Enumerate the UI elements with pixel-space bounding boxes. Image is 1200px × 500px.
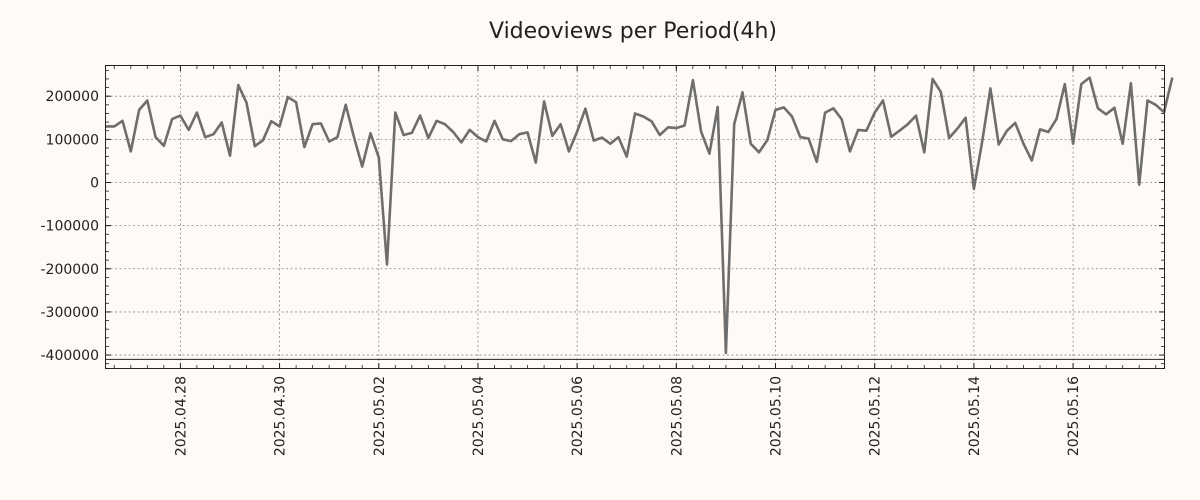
series-group <box>106 76 1174 355</box>
chart-title: Videoviews per Period(4h) <box>489 19 777 44</box>
series-line-videoviews <box>106 76 1174 355</box>
y-tick-label: 0 <box>90 175 99 191</box>
x-tick-label: 2025.05.04 <box>471 376 487 456</box>
grid-lines <box>106 66 1164 368</box>
axis-ticks <box>106 66 1164 368</box>
y-tick-label: -300000 <box>41 305 100 321</box>
y-tick-label: -100000 <box>41 219 100 235</box>
y-tick-label: -200000 <box>41 262 100 278</box>
y-axis-labels: 200000 100000 0 -100000 -200000 -300000 -40000… <box>41 89 100 364</box>
x-axis-labels: 2025.04.28 2025.04.30 2025.05.02 2025.05.04… <box>173 376 1082 456</box>
x-tick-label: 2025.05.10 <box>769 376 785 456</box>
plot-frame <box>105 65 1165 369</box>
x-tick-label: 2025.05.08 <box>669 376 685 456</box>
x-tick-label: 2025.04.28 <box>173 376 189 456</box>
y-tick-label: 100000 <box>46 132 99 148</box>
x-tick-label: 2025.05.16 <box>1066 376 1082 456</box>
y-tick-label: -400000 <box>41 348 100 364</box>
x-tick-label: 2025.05.02 <box>372 376 388 456</box>
x-tick-label: 2025.05.12 <box>868 376 884 456</box>
x-tick-label: 2025.05.14 <box>967 376 983 456</box>
y-tick-label: 200000 <box>46 89 99 105</box>
x-tick-label: 2025.05.06 <box>570 376 586 456</box>
x-tick-label: 2025.04.30 <box>273 376 289 456</box>
